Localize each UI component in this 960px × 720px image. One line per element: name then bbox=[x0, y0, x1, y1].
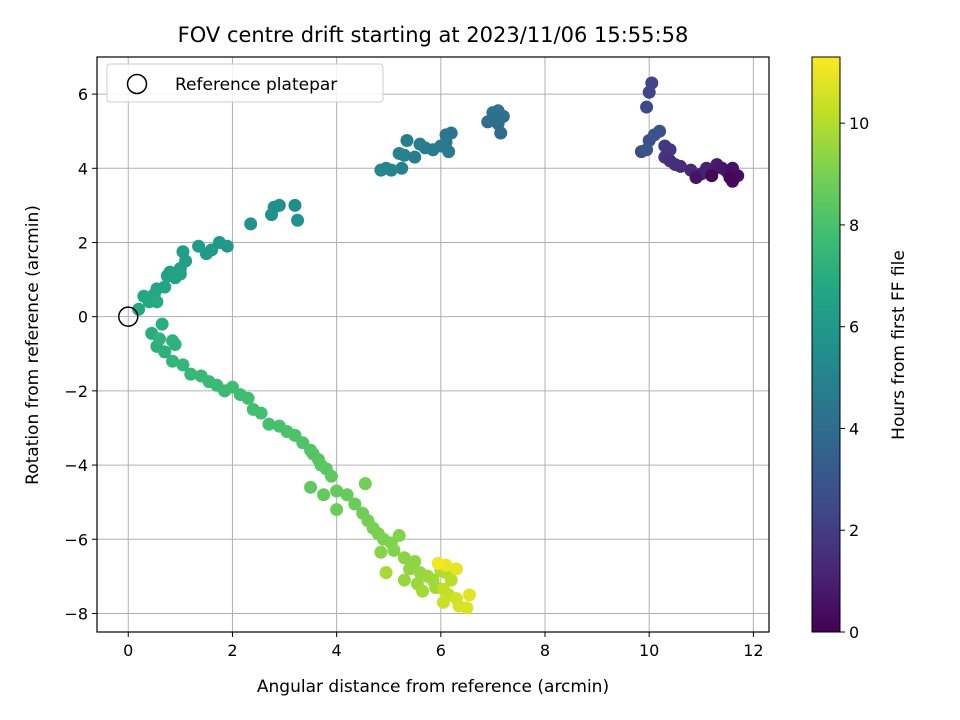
data-point bbox=[481, 115, 495, 129]
colorbar: 0 2 4 6 8 10 Hours from first FF file bbox=[811, 56, 909, 642]
colorbar-tick-label: 10 bbox=[849, 114, 869, 133]
data-point bbox=[288, 198, 302, 212]
plot-frame bbox=[96, 56, 770, 633]
data-point bbox=[192, 239, 206, 253]
data-point bbox=[166, 354, 180, 368]
data-point bbox=[416, 584, 430, 598]
data-point bbox=[392, 529, 406, 543]
y-tick-label: −6 bbox=[64, 530, 88, 549]
y-tick-label: 6 bbox=[78, 85, 88, 104]
data-point bbox=[436, 595, 450, 609]
x-tick-label: 4 bbox=[332, 641, 342, 660]
colorbar-tick-label: 4 bbox=[849, 419, 859, 438]
data-point bbox=[462, 588, 476, 602]
data-point bbox=[244, 217, 258, 231]
data-point bbox=[663, 154, 677, 168]
data-point bbox=[150, 295, 164, 309]
data-point bbox=[431, 556, 445, 570]
x-tick-label: 8 bbox=[540, 641, 550, 660]
data-point bbox=[444, 573, 458, 587]
data-point bbox=[324, 469, 338, 483]
data-point bbox=[173, 267, 187, 281]
data-point bbox=[379, 566, 393, 580]
data-point bbox=[340, 488, 354, 502]
data-point bbox=[291, 213, 305, 227]
colorbar-label: Hours from first FF file bbox=[889, 250, 909, 440]
scatter-points bbox=[132, 76, 745, 615]
x-tick-label: 10 bbox=[639, 641, 659, 660]
colorbar-tick-label: 0 bbox=[849, 623, 859, 642]
data-point bbox=[460, 601, 474, 615]
data-point bbox=[176, 358, 190, 372]
data-point bbox=[358, 477, 372, 491]
data-point bbox=[348, 497, 362, 511]
data-point bbox=[262, 417, 276, 431]
y-tick-label: 0 bbox=[78, 308, 88, 327]
data-point bbox=[153, 332, 167, 346]
data-point bbox=[413, 137, 427, 151]
data-point bbox=[397, 573, 411, 587]
colorbar-tick-label: 2 bbox=[849, 521, 859, 540]
data-point bbox=[642, 85, 656, 99]
y-tick-label: −4 bbox=[64, 456, 88, 475]
x-tick-label: 0 bbox=[123, 641, 133, 660]
data-point bbox=[442, 145, 456, 159]
data-point bbox=[254, 406, 268, 420]
y-axis-ticks: −8 −6 −4 −2 0 2 4 6 bbox=[64, 85, 97, 623]
data-point bbox=[449, 562, 463, 576]
data-point bbox=[403, 562, 417, 576]
data-point bbox=[723, 171, 737, 185]
data-point bbox=[304, 480, 318, 494]
data-point bbox=[241, 391, 255, 405]
x-tick-label: 2 bbox=[227, 641, 237, 660]
data-point bbox=[155, 317, 169, 331]
x-tick-label: 6 bbox=[436, 641, 446, 660]
data-point bbox=[168, 338, 182, 351]
data-point bbox=[494, 126, 508, 140]
data-point bbox=[400, 133, 414, 147]
y-tick-label: 2 bbox=[78, 233, 88, 252]
x-axis-label: Angular distance from reference (arcmin) bbox=[257, 677, 609, 697]
data-point bbox=[408, 150, 422, 164]
data-point bbox=[647, 128, 661, 142]
data-point bbox=[265, 208, 279, 222]
data-point bbox=[387, 543, 401, 557]
data-point bbox=[184, 367, 198, 381]
data-point bbox=[397, 551, 411, 565]
legend-box bbox=[106, 63, 384, 103]
reference-platepar-marker bbox=[118, 306, 139, 327]
legend: Reference platepar bbox=[106, 63, 384, 103]
data-point bbox=[374, 163, 388, 177]
y-axis-label: Rotation from reference (arcmin) bbox=[23, 205, 43, 485]
y-tick-label: 4 bbox=[78, 159, 88, 178]
data-point bbox=[673, 159, 687, 173]
legend-reference-marker bbox=[126, 73, 148, 95]
y-tick-label: −2 bbox=[64, 382, 88, 401]
data-point bbox=[158, 345, 172, 359]
x-tick-label: 12 bbox=[743, 641, 763, 660]
x-axis-ticks: 0 2 4 6 8 10 12 bbox=[123, 632, 764, 660]
data-point bbox=[640, 143, 654, 157]
y-tick-label: −8 bbox=[64, 604, 88, 623]
data-point bbox=[374, 545, 388, 559]
data-point bbox=[689, 171, 703, 185]
data-point bbox=[395, 161, 409, 175]
data-point bbox=[272, 198, 286, 212]
legend-entry-reference: Reference platepar bbox=[175, 75, 337, 95]
reference-marker-layer bbox=[118, 306, 139, 327]
data-point bbox=[132, 302, 146, 316]
data-point bbox=[317, 488, 331, 502]
chart-title: FOV centre drift starting at 2023/11/06 … bbox=[178, 23, 689, 47]
data-point bbox=[330, 503, 344, 517]
colorbar-ticks: 0 2 4 6 8 10 bbox=[840, 114, 869, 642]
colorbar-tick-label: 8 bbox=[849, 216, 859, 235]
data-point bbox=[392, 146, 406, 160]
colorbar-gradient bbox=[811, 56, 841, 633]
data-point bbox=[705, 169, 719, 183]
colorbar-tick-label: 6 bbox=[849, 318, 859, 337]
data-point bbox=[330, 484, 344, 498]
data-point bbox=[640, 100, 654, 114]
